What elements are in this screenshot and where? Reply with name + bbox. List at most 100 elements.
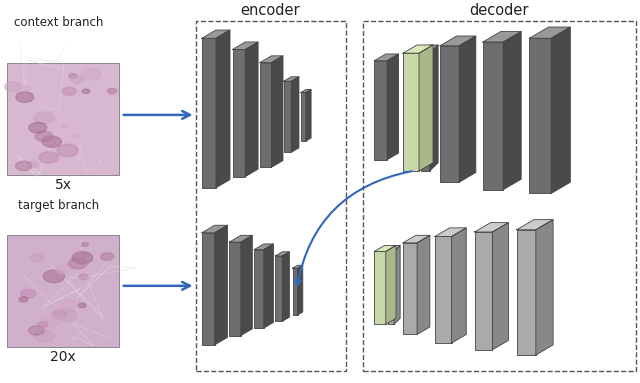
Circle shape [83, 89, 90, 93]
Circle shape [55, 309, 77, 322]
Text: encoder: encoder [241, 3, 300, 18]
Bar [516, 230, 536, 355]
Circle shape [70, 75, 84, 83]
Circle shape [62, 124, 68, 128]
Bar [195, 21, 346, 371]
Bar [363, 21, 636, 371]
Bar [403, 53, 419, 171]
Polygon shape [374, 246, 396, 251]
Circle shape [31, 254, 44, 262]
Circle shape [81, 69, 100, 80]
Bar [435, 236, 452, 343]
Polygon shape [417, 235, 430, 334]
Circle shape [72, 252, 93, 264]
Polygon shape [452, 228, 467, 343]
Polygon shape [419, 45, 433, 171]
Polygon shape [492, 223, 508, 350]
Circle shape [79, 274, 88, 280]
Polygon shape [214, 225, 227, 345]
Circle shape [4, 82, 22, 92]
Bar [388, 251, 394, 324]
Text: 20x: 20x [50, 350, 76, 363]
Polygon shape [282, 252, 289, 321]
Polygon shape [536, 219, 553, 355]
Polygon shape [271, 56, 283, 167]
Circle shape [35, 131, 52, 141]
Bar [7, 62, 119, 175]
Bar [202, 38, 216, 188]
Circle shape [41, 136, 56, 145]
Bar [292, 268, 298, 315]
Bar [421, 53, 429, 171]
Text: decoder: decoder [470, 3, 529, 18]
Polygon shape [260, 56, 283, 62]
Polygon shape [440, 36, 476, 46]
Bar [440, 46, 460, 182]
Circle shape [29, 123, 47, 133]
Polygon shape [529, 27, 570, 38]
Circle shape [35, 331, 54, 342]
Polygon shape [503, 31, 521, 190]
Polygon shape [202, 30, 230, 38]
Polygon shape [232, 42, 258, 49]
Bar [254, 250, 264, 328]
Circle shape [15, 161, 31, 171]
Polygon shape [292, 265, 303, 268]
Circle shape [72, 134, 79, 138]
Text: 5x: 5x [54, 178, 72, 192]
Polygon shape [386, 246, 396, 324]
Bar [403, 243, 417, 334]
Bar [229, 242, 241, 336]
Bar [301, 92, 306, 141]
Circle shape [28, 326, 44, 335]
Polygon shape [291, 77, 299, 152]
Polygon shape [245, 42, 258, 177]
Circle shape [81, 253, 88, 257]
Polygon shape [254, 244, 273, 250]
Circle shape [62, 87, 76, 95]
Bar [529, 38, 551, 193]
Circle shape [108, 88, 116, 94]
Bar [7, 234, 119, 347]
Circle shape [100, 253, 114, 260]
Polygon shape [460, 36, 476, 182]
Bar [374, 61, 387, 160]
Circle shape [57, 144, 78, 157]
Circle shape [16, 92, 34, 102]
Circle shape [27, 161, 38, 168]
Polygon shape [229, 235, 252, 242]
Circle shape [82, 242, 88, 246]
Bar [232, 49, 245, 177]
Polygon shape [284, 77, 299, 81]
Circle shape [40, 314, 61, 327]
Circle shape [39, 152, 59, 163]
Polygon shape [298, 265, 303, 315]
Polygon shape [516, 219, 553, 230]
Circle shape [59, 300, 76, 311]
Circle shape [78, 303, 86, 308]
Bar [483, 42, 503, 190]
Text: target branch: target branch [18, 199, 99, 212]
Circle shape [20, 290, 35, 298]
Polygon shape [306, 90, 311, 141]
FancyArrowPatch shape [296, 171, 412, 285]
Bar [284, 81, 291, 152]
Bar [260, 62, 271, 167]
Polygon shape [241, 235, 252, 336]
Polygon shape [202, 225, 227, 233]
Circle shape [19, 297, 28, 302]
Circle shape [69, 74, 77, 78]
Circle shape [36, 322, 48, 328]
Polygon shape [421, 45, 438, 53]
Polygon shape [435, 228, 467, 236]
Bar [202, 233, 214, 345]
Polygon shape [387, 54, 399, 160]
Polygon shape [216, 30, 230, 188]
Polygon shape [275, 252, 289, 256]
Circle shape [68, 258, 87, 269]
Bar [374, 251, 386, 324]
Bar [275, 256, 282, 321]
Circle shape [52, 310, 67, 319]
Circle shape [42, 136, 61, 147]
Polygon shape [403, 45, 433, 53]
